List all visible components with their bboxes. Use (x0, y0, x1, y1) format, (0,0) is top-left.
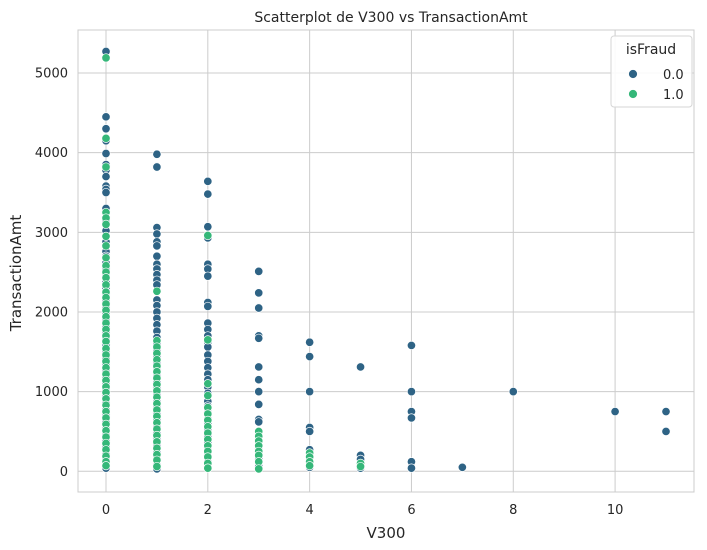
data-point (101, 53, 111, 63)
chart-title: Scatterplot de V300 vs TransactionAmt (254, 10, 528, 26)
data-point (101, 133, 111, 143)
x-tick-label: 6 (407, 503, 415, 518)
data-point (152, 461, 162, 472)
data-point (305, 352, 315, 362)
data-point (203, 189, 213, 199)
data-point (152, 251, 162, 261)
x-axis-label: V300 (367, 524, 406, 542)
data-point (203, 230, 213, 241)
data-point (203, 463, 213, 473)
data-point (254, 387, 264, 397)
y-tick-label: 0 (60, 465, 68, 480)
data-point (355, 362, 366, 372)
data-point (152, 241, 162, 251)
data-point (305, 387, 315, 397)
data-point (101, 219, 111, 229)
data-point (203, 176, 213, 186)
y-axis-label: TransactionAmt (7, 215, 25, 333)
data-point (661, 406, 671, 417)
data-point (203, 301, 213, 311)
x-tick-label: 4 (305, 503, 313, 518)
x-tick-label: 10 (607, 503, 624, 518)
data-point (203, 271, 213, 281)
data-point (101, 172, 111, 182)
data-points (101, 46, 671, 474)
data-point (305, 426, 315, 437)
data-point (254, 399, 264, 409)
data-point (254, 303, 264, 313)
data-point (254, 464, 264, 474)
grid-lines (78, 30, 694, 492)
data-point (101, 148, 111, 159)
data-point (508, 387, 518, 397)
x-tick-labels: 0 2 4 6 8 10 (102, 503, 624, 518)
data-point (254, 417, 264, 427)
data-point (203, 379, 213, 389)
data-point (355, 461, 366, 472)
data-point (254, 266, 264, 276)
data-point (305, 461, 315, 471)
data-point (406, 340, 416, 350)
y-tick-label: 5000 (35, 67, 68, 82)
legend-box (610, 35, 693, 108)
data-point (203, 391, 213, 401)
data-point (203, 222, 213, 232)
data-point (101, 461, 111, 471)
data-point (254, 375, 264, 385)
data-point (406, 463, 416, 473)
data-point (406, 387, 416, 397)
series-1 (101, 53, 366, 474)
data-point (101, 231, 111, 241)
y-tick-label: 2000 (35, 305, 68, 320)
y-tick-label: 3000 (35, 226, 68, 241)
data-point (101, 187, 111, 198)
data-point (254, 333, 264, 343)
data-point (457, 462, 467, 472)
x-tick-label: 0 (102, 503, 110, 518)
legend-marker-0 (628, 69, 638, 79)
data-point (152, 286, 162, 296)
data-point (406, 413, 416, 423)
data-point (101, 124, 111, 134)
legend-title: isFraud (626, 42, 676, 58)
data-point (152, 149, 162, 159)
x-tick-label: 2 (204, 503, 212, 518)
data-point (254, 362, 264, 372)
legend: isFraud 0.0 1.0 (610, 35, 693, 108)
data-point (305, 337, 315, 347)
series-0 (101, 46, 671, 474)
y-tick-label: 1000 (35, 385, 68, 400)
data-point (101, 253, 111, 263)
data-point (101, 112, 111, 122)
data-point (101, 241, 111, 251)
data-point (152, 229, 162, 239)
legend-label-1: 1.0 (663, 88, 684, 103)
legend-marker-1 (628, 89, 638, 99)
data-point (661, 426, 671, 437)
legend-label-0: 0.0 (663, 68, 684, 83)
y-tick-label: 4000 (35, 146, 68, 161)
data-point (203, 335, 213, 345)
y-tick-labels: 0 1000 2000 3000 4000 5000 (35, 67, 68, 480)
plot-frame (77, 29, 695, 493)
data-point (254, 288, 264, 298)
data-point (152, 162, 162, 172)
x-tick-label: 8 (509, 503, 517, 518)
data-point (610, 406, 620, 417)
data-point (101, 162, 111, 172)
